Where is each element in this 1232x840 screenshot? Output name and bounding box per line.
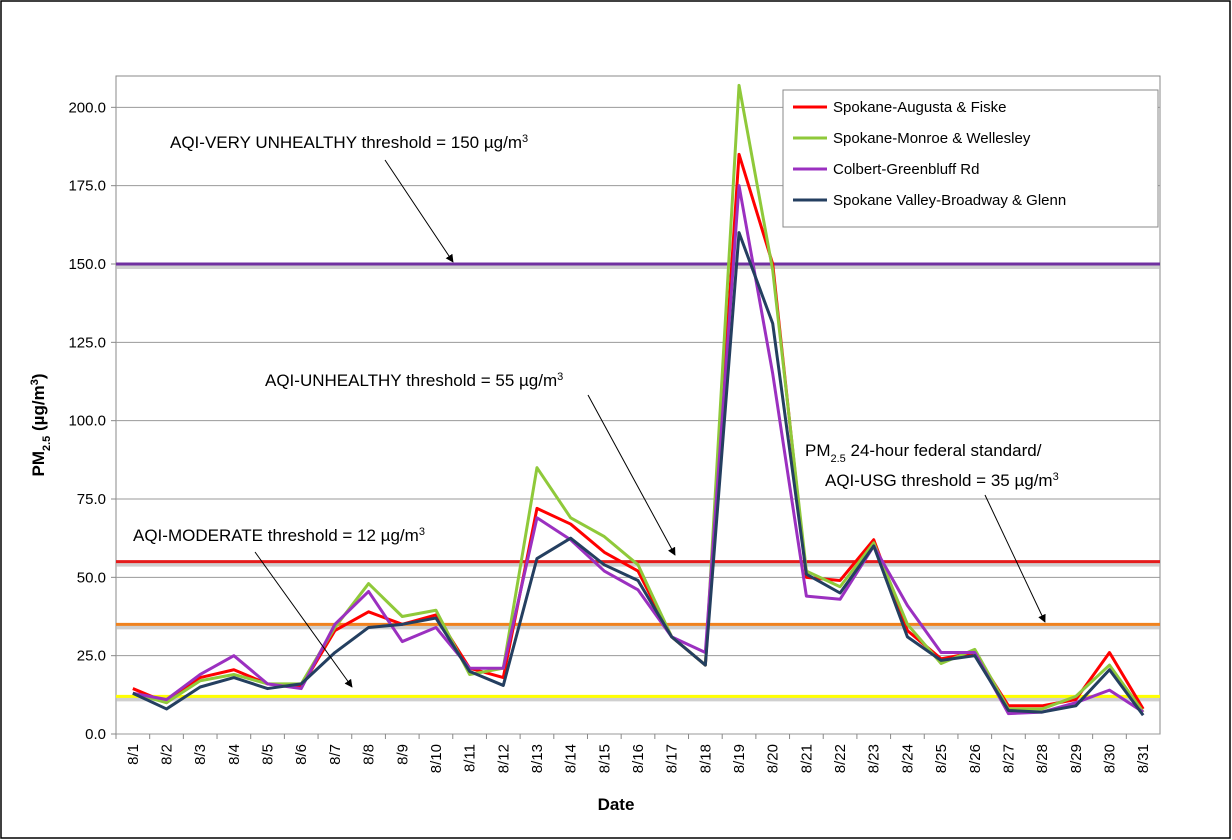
x-tick-label: 8/14 (563, 744, 580, 773)
annotation-arrow (587, 394, 676, 556)
text-part: 2.5 (41, 436, 53, 451)
series-line (132, 231, 1145, 717)
x-tick-label: 8/20 (765, 744, 782, 773)
y-tick-label: 75.0 (77, 491, 106, 508)
x-tick-label: 8/12 (495, 744, 512, 773)
text-part: 3 (419, 526, 425, 538)
x-tick-label: 8/6 (293, 744, 310, 765)
x-tick-label: 8/4 (226, 744, 243, 765)
x-tick-label: 8/28 (1034, 744, 1051, 773)
y-tick-label: 125.0 (68, 334, 106, 351)
x-tick-label: 8/16 (630, 744, 647, 773)
x-tick-label: 8/3 (192, 744, 209, 765)
annotation: AQI-MODERATE threshold = 12 µg/m3 (133, 526, 425, 545)
x-tick-label: 8/30 (1101, 744, 1118, 773)
legend-box (782, 89, 1159, 228)
text-part: ) (29, 374, 48, 380)
x-tick-label: 8/15 (596, 744, 613, 773)
x-tick-label: 8/23 (866, 744, 883, 773)
x-tick-label: 8/7 (327, 744, 344, 765)
annotation: AQI-UNHEALTHY threshold = 55 µg/m3 (265, 371, 563, 390)
y-tick-label: 175.0 (68, 178, 106, 195)
legend-label: Colbert-Greenbluff Rd (833, 161, 979, 178)
text-part: 3 (29, 379, 41, 385)
legend-label: Spokane Valley-Broadway & Glenn (833, 192, 1066, 209)
x-tick-label: 8/13 (529, 744, 546, 773)
text-part: 3 (1053, 471, 1059, 483)
annotation-arrow (384, 159, 454, 263)
series-line (132, 184, 1144, 716)
x-tick-label: 8/25 (933, 744, 950, 773)
y-tick-label: 100.0 (68, 413, 106, 430)
x-tick-label: 8/1 (125, 744, 142, 765)
text-part: 2.5 (831, 453, 846, 465)
x-tick-label: 8/24 (899, 744, 916, 773)
x-tick-label: 8/21 (798, 744, 815, 773)
annotation-arrow (984, 494, 1046, 623)
y-tick-label: 25.0 (77, 648, 106, 665)
text-part: AQI-USG threshold = 35 µg/m (825, 471, 1053, 490)
x-tick-label: 8/11 (462, 744, 479, 772)
y-tick-label: 150.0 (68, 256, 106, 273)
x-tick-label: 8/2 (159, 744, 176, 765)
x-tick-label: 8/5 (260, 744, 277, 765)
text-part: AQI-VERY UNHEALTHY threshold = 150 µg/m (170, 133, 522, 152)
annotation: PM2.5 24-hour federal standard/ (805, 441, 1042, 465)
x-tick-label: 8/19 (731, 744, 748, 773)
legend-label: Spokane-Augusta & Fiske (833, 99, 1006, 116)
text-part: AQI-UNHEALTHY threshold = 55 µg/m (265, 371, 557, 390)
x-tick-label: 8/18 (697, 744, 714, 773)
x-tick-label: 8/17 (664, 744, 681, 773)
y-axis-title: PM2.5 (µg/m3) (29, 374, 53, 477)
text-part: (µg/m (29, 385, 48, 435)
text-part: 3 (522, 133, 528, 145)
x-tick-label: 8/22 (832, 744, 849, 773)
x-tick-label: 8/31 (1135, 744, 1152, 773)
text-part: 3 (557, 371, 563, 383)
annotation: AQI-USG threshold = 35 µg/m3 (825, 471, 1059, 490)
x-axis-title: Date (598, 795, 635, 814)
annotation: AQI-VERY UNHEALTHY threshold = 150 µg/m3 (170, 133, 528, 152)
annotation-arrow (254, 551, 353, 688)
x-tick-label: 8/27 (1000, 744, 1017, 773)
x-tick-label: 8/9 (394, 744, 411, 765)
y-tick-label: 200.0 (68, 99, 106, 116)
x-tick-label: 8/26 (967, 744, 984, 773)
legend-label: Spokane-Monroe & Wellesley (833, 130, 1031, 147)
text-part: 24-hour federal standard/ (846, 441, 1042, 460)
x-tick-label: 8/10 (428, 744, 445, 773)
y-tick-label: 50.0 (77, 569, 106, 586)
y-tick-label: 0.0 (85, 726, 106, 743)
x-tick-label: 8/8 (361, 744, 378, 765)
text-part: PM (29, 451, 48, 477)
x-tick-label: 8/29 (1068, 744, 1085, 773)
text-part: AQI-MODERATE threshold = 12 µg/m (133, 526, 419, 545)
text-part: PM (805, 441, 831, 460)
